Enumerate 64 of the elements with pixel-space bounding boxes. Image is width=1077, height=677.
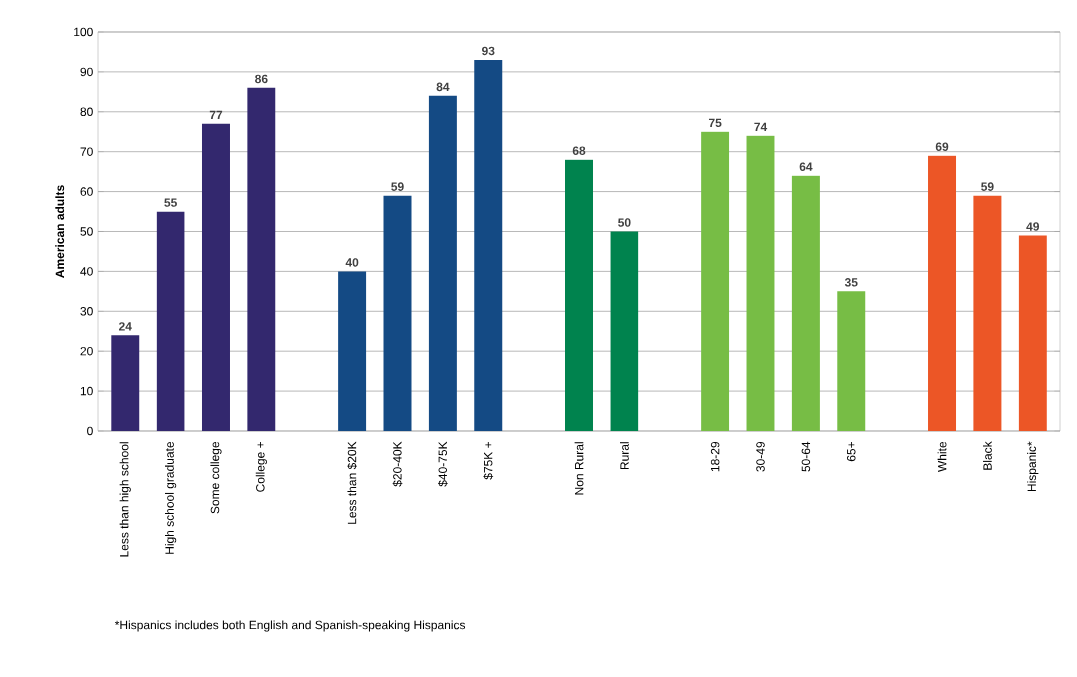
y-axis-title: American adults: [55, 185, 65, 278]
x-tick-label: Black: [982, 441, 992, 470]
x-tick-label: $40-75K: [438, 441, 448, 487]
data-label: 49: [1026, 222, 1040, 231]
data-label: 74: [754, 122, 768, 132]
bar: [111, 335, 140, 431]
y-tick-label: 50: [80, 227, 93, 236]
data-label: 40: [345, 258, 359, 267]
x-tick-label: 50-64: [801, 441, 811, 472]
x-tick-label: Rural: [619, 442, 629, 470]
x-tick-label: $20-40K: [392, 441, 403, 487]
data-label: 93: [482, 46, 495, 56]
data-label: 77: [209, 110, 223, 120]
x-tick-label: Some college: [210, 441, 222, 514]
data-label: 35: [844, 278, 858, 287]
x-tick-label: Hispanic*: [1027, 441, 1039, 492]
x-tick-label: College +: [255, 442, 267, 492]
x-tick-label: White: [937, 441, 947, 472]
data-label: 50: [618, 218, 631, 227]
bar: [610, 231, 639, 431]
x-tick-label: 65+: [847, 441, 856, 462]
x-tick-label: $75K +: [483, 441, 494, 480]
bar: [247, 87, 276, 431]
y-tick-label: 0: [87, 426, 93, 436]
data-label: 24: [118, 322, 132, 331]
data-label: 55: [164, 198, 177, 207]
x-tick-label: Less than $20K: [347, 441, 357, 524]
bar: [565, 159, 594, 431]
y-tick-label: 40: [80, 267, 93, 276]
bar: [928, 155, 957, 431]
y-tick-label: 70: [80, 147, 93, 156]
bar: [837, 291, 866, 431]
x-tick-label: Less than high school: [119, 442, 131, 557]
bar: [201, 123, 230, 431]
data-label: 59: [391, 182, 404, 191]
y-tick-label: 20: [80, 346, 93, 356]
bar: [338, 271, 367, 431]
bar: [746, 135, 775, 431]
x-tick-label: High school graduate: [165, 441, 177, 554]
y-tick-label: 60: [80, 187, 93, 196]
data-label: 84: [436, 82, 450, 92]
data-label: 59: [981, 182, 994, 191]
data-label: 64: [799, 162, 813, 171]
data-label: 86: [255, 74, 268, 84]
bar: [428, 95, 457, 431]
y-tick-label: 90: [80, 67, 93, 77]
data-label: 69: [935, 142, 949, 151]
y-tick-label: 30: [80, 307, 93, 316]
bar: [474, 59, 503, 431]
x-tick-label: 18-29: [710, 441, 720, 472]
y-tick-label: 10: [80, 386, 93, 396]
bar: [973, 195, 1002, 431]
text: *Hispanics includes both English and Spanish-speaking Hispanics: [114, 620, 466, 632]
bar: [156, 211, 185, 431]
data-label: 75: [708, 118, 722, 128]
bar: [1018, 235, 1047, 431]
y-tick-label: 80: [80, 107, 93, 117]
bar: [701, 131, 730, 431]
y-tick-label: 100: [74, 27, 93, 37]
bar: [791, 175, 820, 431]
x-tick-label: 30-49: [756, 441, 765, 472]
bar: [383, 195, 412, 431]
data-label: 68: [572, 146, 586, 155]
x-tick-label: Non Rural: [574, 442, 584, 495]
